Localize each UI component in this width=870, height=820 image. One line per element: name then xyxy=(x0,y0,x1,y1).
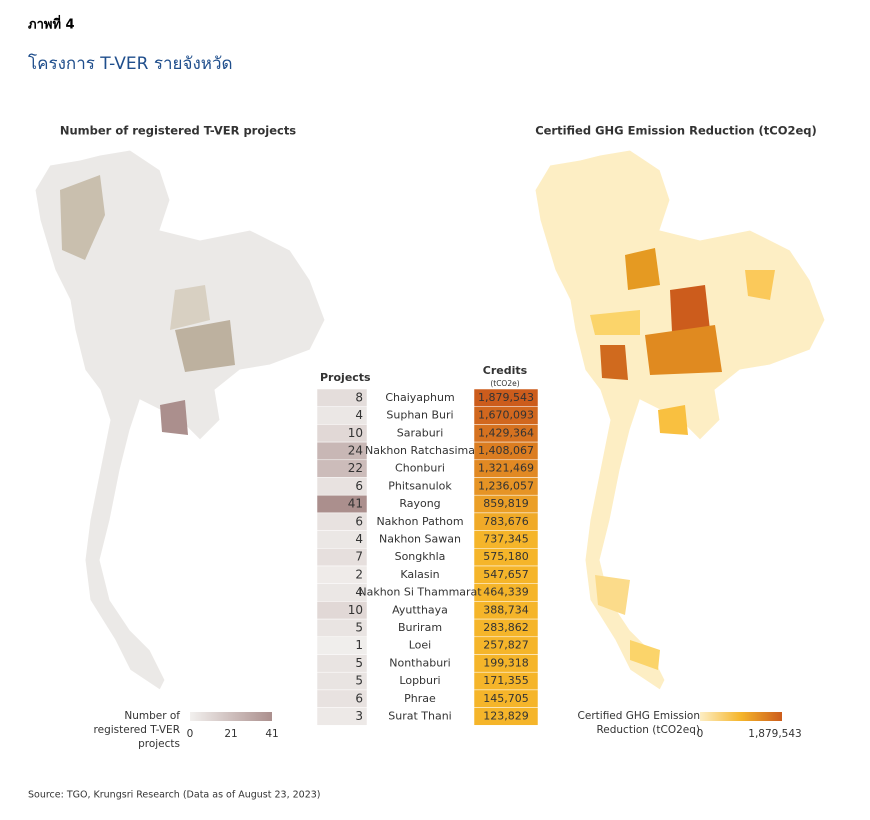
projects-value: 6 xyxy=(355,691,363,705)
projects-value: 1 xyxy=(355,638,363,652)
credits-value: 388,734 xyxy=(483,603,529,616)
province-name: Phrae xyxy=(404,692,436,705)
province-name: Nakhon Sawan xyxy=(379,532,461,545)
projects-value: 24 xyxy=(348,443,363,457)
province-name: Chonburi xyxy=(395,462,445,475)
credits-value: 1,321,469 xyxy=(478,462,534,475)
credits-value: 1,670,093 xyxy=(478,409,534,422)
column-header: Credits xyxy=(483,364,528,377)
province-name: Loei xyxy=(409,639,432,652)
province-name: Kalasin xyxy=(400,568,439,581)
credits-value: 257,827 xyxy=(483,639,529,652)
legend-tick: 0 xyxy=(697,728,704,740)
province-name: Nakhon Ratchasima xyxy=(365,444,475,457)
credits-value: 575,180 xyxy=(483,550,529,563)
credits-value: 737,345 xyxy=(483,532,529,545)
credits-value: 171,355 xyxy=(483,674,529,687)
province-name: Nonthaburi xyxy=(389,656,451,669)
map-title: Certified GHG Emission Reduction (tCO2eq… xyxy=(535,124,817,138)
province-name: Chaiyaphum xyxy=(385,391,454,404)
credits-value: 145,705 xyxy=(483,692,529,705)
credits-value: 783,676 xyxy=(483,515,529,528)
column-header: Projects xyxy=(320,371,371,384)
map-left xyxy=(34,149,326,691)
province-name: Phitsanulok xyxy=(388,479,452,492)
projects-value: 3 xyxy=(355,709,363,723)
column-unit: (tCO2e) xyxy=(490,379,519,388)
province-name: Suphan Buri xyxy=(386,409,453,422)
projects-value: 4 xyxy=(355,532,363,546)
projects-value: 4 xyxy=(355,408,363,422)
legend-bar xyxy=(700,712,782,721)
map-right xyxy=(534,149,826,691)
figure-title: โครงการ T-VER รายจังหวัด xyxy=(28,53,233,74)
projects-value: 5 xyxy=(355,620,363,634)
legend-title: Certified GHG Emission Reduction (tCO2eq) xyxy=(578,710,700,736)
legend-title: Number of registered T-VER projects xyxy=(94,710,181,750)
province-name: Ayutthaya xyxy=(392,603,448,616)
projects-cell xyxy=(316,707,368,726)
credits-value: 1,879,543 xyxy=(478,391,534,404)
projects-value: 2 xyxy=(355,567,363,581)
province-name: Lopburi xyxy=(399,674,440,687)
projects-value: 5 xyxy=(355,674,363,688)
credits-value: 464,339 xyxy=(483,586,529,599)
province-name: Nakhon Si Thammarat xyxy=(358,586,482,599)
map-title: Number of registered T-VER projects xyxy=(60,124,296,138)
province-name: Saraburi xyxy=(397,426,444,439)
source: Source: TGO, Krungsri Research (Data as … xyxy=(28,790,321,801)
province-name: Buriram xyxy=(398,621,442,634)
projects-value: 10 xyxy=(348,603,363,617)
projects-value: 41 xyxy=(348,497,363,511)
province-name: Surat Thani xyxy=(388,709,452,722)
figure-label: ภาพที่ 4 xyxy=(28,15,75,33)
credits-value: 1,236,057 xyxy=(478,479,534,492)
legend-tick: 1,879,543 xyxy=(748,728,801,740)
projects-value: 10 xyxy=(348,426,363,440)
projects-value: 6 xyxy=(355,514,363,528)
projects-value: 5 xyxy=(355,656,363,670)
province-name: Nakhon Pathom xyxy=(376,515,463,528)
projects-value: 6 xyxy=(355,479,363,493)
legend-tick: 41 xyxy=(265,728,278,740)
projects-value: 22 xyxy=(348,461,363,475)
projects-value: 7 xyxy=(355,550,363,564)
credits-value: 199,318 xyxy=(483,656,529,669)
credits-value: 547,657 xyxy=(483,568,529,581)
legend-bar xyxy=(190,712,272,721)
credits-cell xyxy=(473,707,539,726)
province-name: Songkhla xyxy=(395,550,446,563)
legend-tick: 21 xyxy=(224,728,237,740)
credits-value: 1,429,364 xyxy=(478,426,534,439)
credits-value: 123,829 xyxy=(483,709,529,722)
credits-value: 1,408,067 xyxy=(478,444,534,457)
projects-value: 8 xyxy=(355,390,363,404)
credits-value: 283,862 xyxy=(483,621,529,634)
credits-value: 859,819 xyxy=(483,497,529,510)
projects-value: 4 xyxy=(355,585,363,599)
legend-tick: 0 xyxy=(187,728,194,740)
province-name: Rayong xyxy=(399,497,440,510)
